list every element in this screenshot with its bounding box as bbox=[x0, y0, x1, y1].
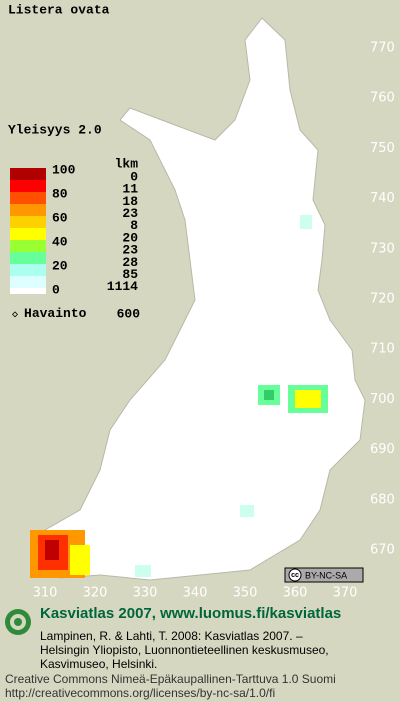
grid-label-x: 350 bbox=[233, 586, 258, 601]
grid-label-y: 720 bbox=[370, 292, 395, 307]
legend-swatch bbox=[10, 252, 46, 264]
legend-swatch bbox=[10, 288, 46, 294]
grid-label-x: 370 bbox=[333, 586, 358, 601]
grid-label-y: 700 bbox=[370, 392, 395, 407]
count-label: 23 bbox=[122, 243, 138, 258]
count-label: 28 bbox=[122, 255, 138, 270]
legend-swatch bbox=[10, 240, 46, 252]
logo bbox=[5, 609, 31, 635]
cc-badge: cc BY-NC-SA bbox=[284, 567, 364, 583]
scale-label: 80 bbox=[52, 186, 68, 201]
grid-label-y: 690 bbox=[370, 442, 395, 457]
cc-icon: cc bbox=[291, 572, 299, 579]
count-label: 18 bbox=[122, 194, 138, 209]
observation-label: ◇ Havainto bbox=[12, 306, 87, 321]
license-line: http://creativecommons.org/licenses/by-n… bbox=[5, 686, 275, 700]
count-label: 11 bbox=[122, 182, 138, 197]
grid-label-x: 330 bbox=[133, 586, 158, 601]
citation-line: Kasvimuseo, Helsinki. bbox=[40, 657, 157, 671]
count-label: 8 bbox=[130, 218, 138, 233]
legend-swatch bbox=[10, 168, 46, 180]
count-label: 85 bbox=[122, 267, 138, 282]
legend-swatch bbox=[10, 264, 46, 276]
legend-swatch bbox=[10, 276, 46, 288]
scale-label: 0 bbox=[52, 282, 60, 297]
legend-swatch bbox=[10, 216, 46, 228]
count-label: 23 bbox=[122, 206, 138, 221]
grid-label-x: 340 bbox=[183, 586, 208, 601]
scale-label: 40 bbox=[52, 234, 68, 249]
count-label: 0 bbox=[130, 169, 138, 184]
cc-text: BY-NC-SA bbox=[305, 570, 347, 580]
grid-label-y: 670 bbox=[370, 543, 395, 558]
grid-label-y: 680 bbox=[370, 492, 395, 507]
species-title: Listera ovata bbox=[8, 2, 110, 17]
observation-count: 600 bbox=[117, 306, 141, 321]
grid-label-x: 310 bbox=[33, 586, 58, 601]
count-label: 20 bbox=[122, 230, 138, 245]
grid-label-x: 360 bbox=[283, 586, 308, 601]
legend-swatch bbox=[10, 228, 46, 240]
legend-swatch bbox=[10, 204, 46, 216]
legend-swatch bbox=[10, 180, 46, 192]
legend-swatch bbox=[10, 192, 46, 204]
observation-text: Havainto bbox=[24, 306, 87, 321]
count-label: 1114 bbox=[107, 279, 138, 294]
footer-title: Kasviatlas 2007, www.luomus.fi/kasviatla… bbox=[40, 605, 341, 622]
scale-label: 20 bbox=[52, 258, 68, 273]
scale-label: 60 bbox=[52, 210, 68, 225]
grid-label-y: 750 bbox=[370, 141, 395, 156]
grid-label-x: 320 bbox=[83, 586, 108, 601]
scale-label: 100 bbox=[52, 162, 76, 177]
citation-line: Lampinen, R. & Lahti, T. 2008: Kasviatla… bbox=[40, 629, 303, 643]
license-line: Creative Commons Nimeä-Epäkaupallinen-Ta… bbox=[5, 672, 336, 686]
count-heading: lkm bbox=[115, 156, 139, 171]
hotspots bbox=[30, 215, 328, 578]
citation-line: Helsingin Yliopisto, Luonnontieteellinen… bbox=[40, 643, 329, 657]
grid-label-y: 710 bbox=[370, 342, 395, 357]
grid-label-y: 760 bbox=[370, 91, 395, 106]
grid-label-y: 730 bbox=[370, 241, 395, 256]
grid-label-y: 740 bbox=[370, 191, 395, 206]
grid-label-y: 770 bbox=[370, 41, 395, 56]
legend-heading: Yleisyys 2.0 bbox=[8, 122, 102, 137]
